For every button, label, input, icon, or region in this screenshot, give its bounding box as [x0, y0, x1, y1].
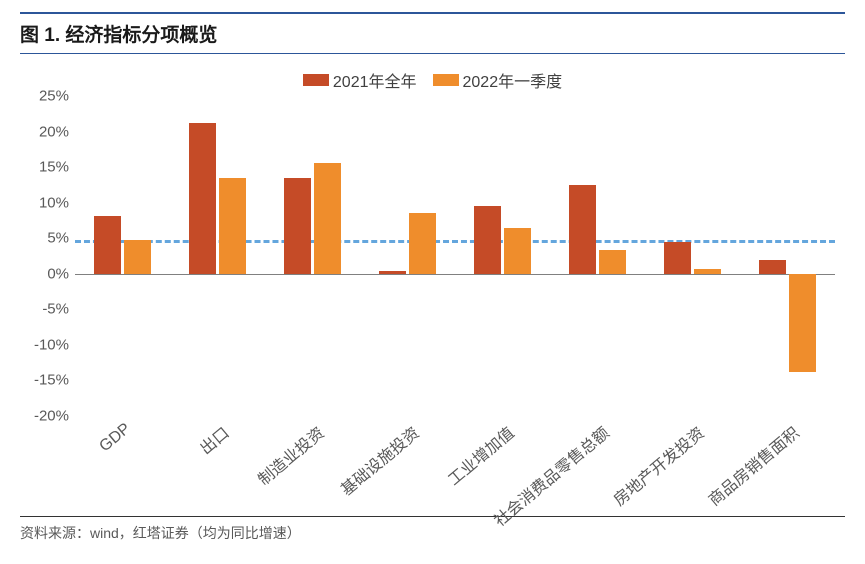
x-axis-labels: GDP出口制造业投资基础设施投资工业增加值社会消费品零售总额房地产开发投资商品房…	[75, 416, 835, 516]
title-bar: 图 1. 经济指标分项概览	[20, 12, 845, 54]
plot-area	[75, 96, 835, 416]
bar	[314, 163, 341, 274]
bar	[474, 206, 501, 274]
legend-item: 2022年一季度	[433, 68, 563, 92]
y-tick-label: -10%	[34, 336, 69, 353]
x-tick-label: 商品房销售面积	[702, 420, 803, 510]
bar	[759, 260, 786, 274]
bar	[219, 178, 246, 273]
legend-item: 2021年全年	[303, 68, 417, 92]
source-footer: 资料来源：wind，红塔证券（均为同比增速）	[20, 516, 845, 543]
legend-swatch	[433, 74, 459, 86]
bar	[504, 228, 531, 274]
figure-container: 图 1. 经济指标分项概览 2021年全年 2022年一季度 -20% -15% -1…	[0, 0, 865, 564]
bar	[694, 269, 721, 274]
bar	[789, 274, 816, 372]
bar	[284, 178, 311, 274]
x-tick-label: 制造业投资	[251, 420, 328, 490]
legend-label: 2021年全年	[333, 68, 417, 92]
bar	[599, 250, 626, 273]
bar	[409, 213, 436, 273]
bar	[94, 216, 121, 274]
chart-area: -20%-15%-10%-5%0%5%10%15%20%25% GDP出口制造业…	[20, 96, 845, 516]
legend: 2021年全年 2022年一季度	[20, 68, 845, 92]
y-tick-label: 10%	[39, 194, 69, 211]
x-tick-label: 出口	[193, 420, 233, 459]
legend-label: 2022年一季度	[463, 68, 563, 92]
legend-swatch	[303, 74, 329, 86]
y-tick-label: -15%	[34, 372, 69, 389]
figure-title: 图 1. 经济指标分项概览	[20, 20, 845, 47]
bars-layer	[75, 96, 835, 416]
y-axis: -20%-15%-10%-5%0%5%10%15%20%25%	[20, 96, 75, 416]
bar	[569, 185, 596, 274]
bar	[664, 242, 691, 273]
bar	[189, 123, 216, 274]
y-tick-label: 5%	[47, 230, 69, 247]
y-tick-label: 25%	[39, 88, 69, 105]
bar	[379, 271, 406, 274]
y-tick-label: 20%	[39, 123, 69, 140]
y-tick-label: 0%	[47, 265, 69, 282]
y-tick-label: -20%	[34, 408, 69, 425]
x-tick-label: GDP	[96, 420, 134, 456]
bar	[124, 240, 151, 274]
x-tick-label: 基础设施投资	[334, 420, 423, 500]
y-tick-label: 15%	[39, 159, 69, 176]
y-tick-label: -5%	[42, 301, 69, 318]
x-tick-label: 工业增加值	[441, 420, 518, 490]
x-tick-label: 房地产开发投资	[607, 420, 708, 510]
